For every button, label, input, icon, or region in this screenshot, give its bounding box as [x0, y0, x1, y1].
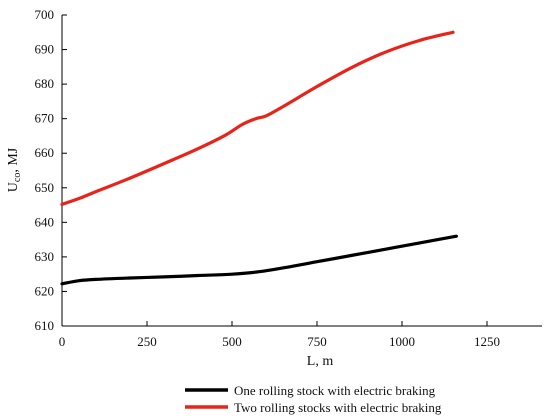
axes [61, 15, 542, 327]
y-tick-label: 700 [35, 7, 55, 22]
x-tick-label: 1000 [389, 334, 415, 349]
x-tick-label: 250 [137, 334, 157, 349]
y-tick-label: 610 [35, 318, 55, 333]
x-ticks: 0 250 500 750 1000 1250 [59, 321, 500, 349]
y-tick-label: 670 [35, 111, 55, 126]
x-tick-label: 500 [222, 334, 242, 349]
legend: One rolling stock with electric braking … [185, 383, 442, 415]
y-tick-label: 660 [35, 145, 55, 160]
x-tick-label: 750 [307, 334, 327, 349]
x-tick-label: 0 [59, 334, 66, 349]
y-axis-label-main: U [6, 182, 21, 192]
y-tick-label: 630 [35, 249, 55, 264]
y-tick-label: 620 [35, 283, 55, 298]
y-tick-label: 640 [35, 214, 55, 229]
series-lines [60, 30, 458, 286]
y-tick-label: 680 [35, 76, 55, 91]
y-axis-label-unit: , MJ [6, 147, 21, 172]
series-line-1 [60, 234, 458, 286]
y-tick-label: 690 [35, 42, 55, 57]
y-tick-label: 650 [35, 180, 55, 195]
svg-text:Uco, MJ: Uco, MJ [6, 147, 23, 192]
series-line-2 [60, 30, 455, 206]
y-axis-label-sub: co [12, 173, 23, 182]
x-axis-label: L, m [307, 354, 334, 369]
legend-label-two: Two rolling stocks with electric braking [234, 400, 442, 415]
y-axis-label: Uco, MJ [6, 147, 23, 192]
x-tick-label: 1250 [474, 334, 500, 349]
y-ticks: 610 620 630 640 650 660 670 680 690 700 [35, 7, 67, 333]
legend-label-one: One rolling stock with electric braking [234, 383, 436, 398]
